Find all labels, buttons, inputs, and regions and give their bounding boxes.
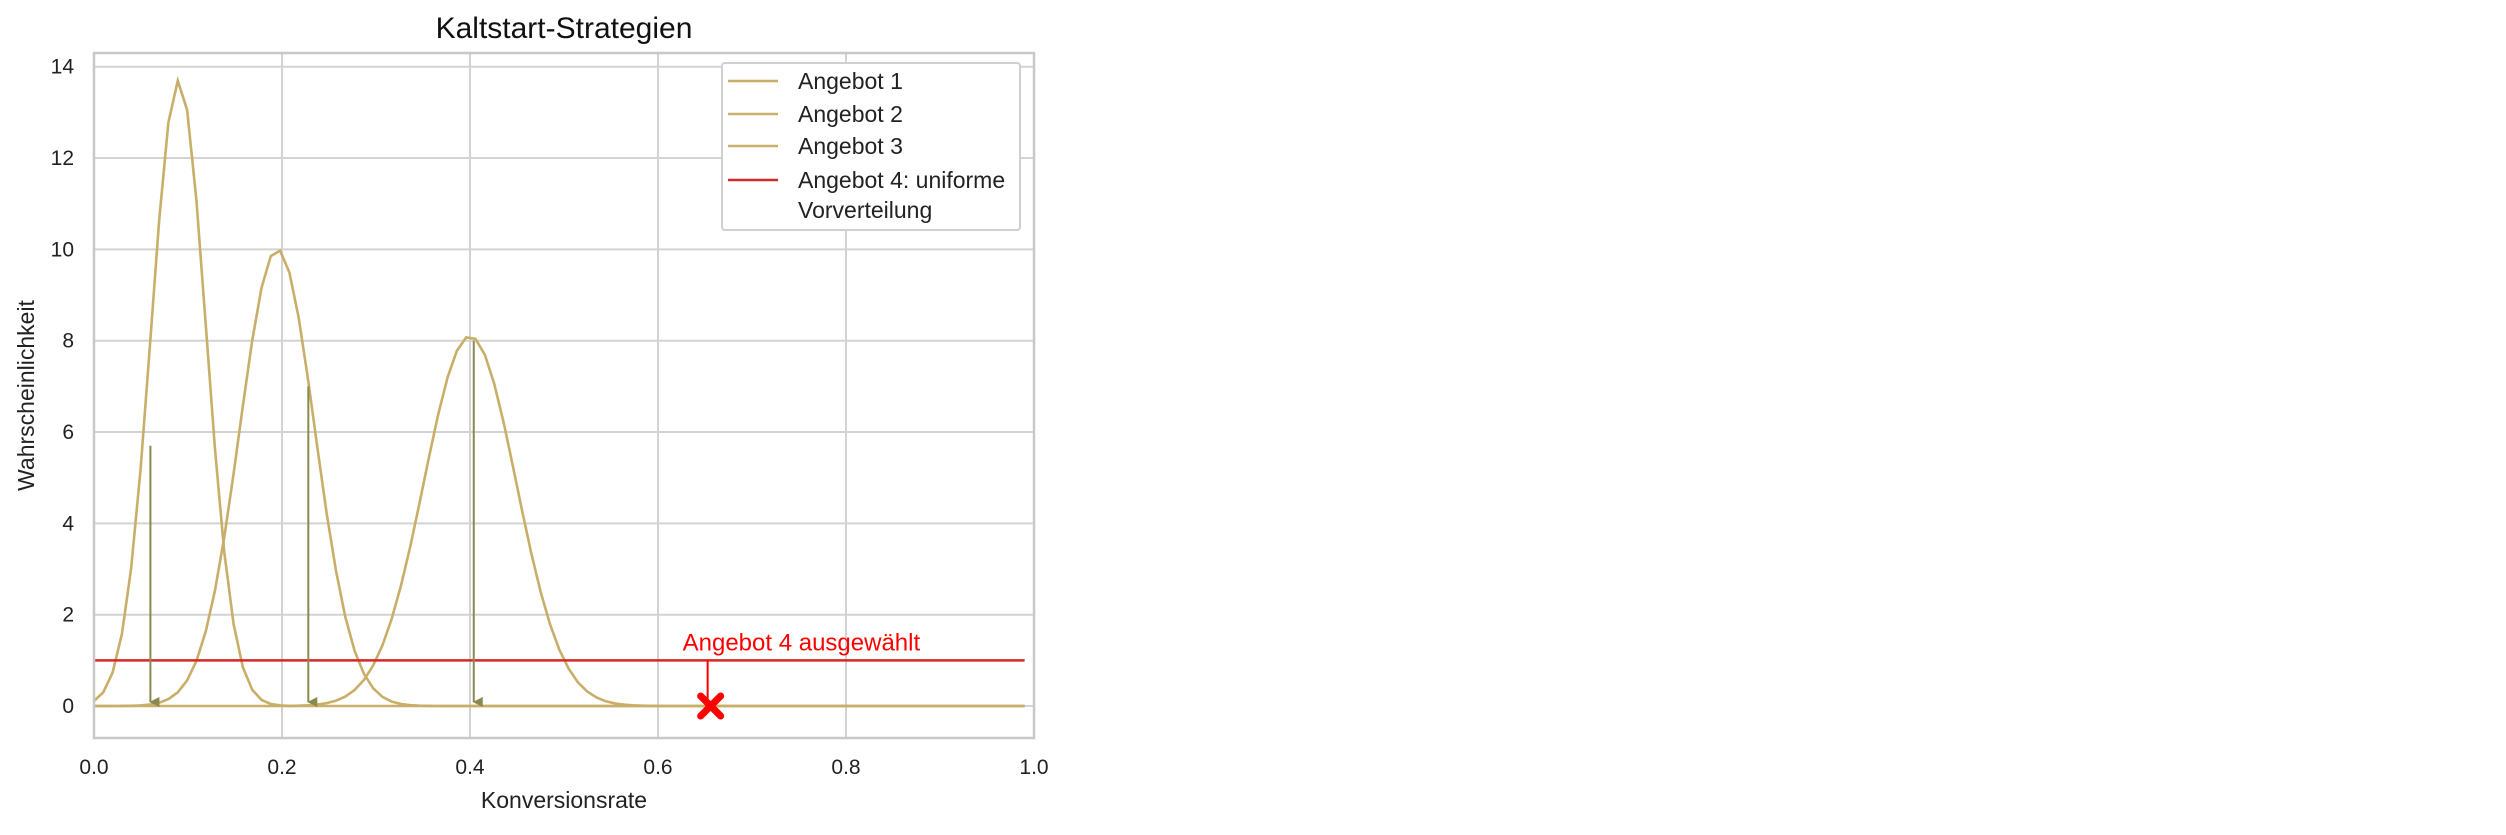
legend-label-line: Angebot 1 — [798, 68, 903, 94]
x-tick-label: 1.0 — [1019, 756, 1048, 779]
legend-label-line: Angebot 2 — [798, 101, 903, 127]
legend-label: Angebot 3 — [798, 133, 903, 159]
y-tick-label: 10 — [51, 238, 74, 261]
legend-box — [721, 62, 1021, 231]
y-axis-label: Wahrscheinlichkeit — [13, 299, 39, 490]
y-tick-label: 14 — [51, 56, 75, 79]
selected-label: Angebot 4 ausgewählt — [683, 629, 921, 656]
legend-label: Angebot 1 — [798, 68, 903, 94]
legend-label-line: Angebot 3 — [798, 133, 903, 159]
x-axis-label: Konversionsrate — [481, 787, 647, 813]
series-line-3 — [94, 335, 1025, 708]
x-tick-label: 0.8 — [831, 756, 860, 779]
x-tick-label: 0.6 — [643, 756, 672, 779]
y-tick-label: 4 — [62, 512, 74, 535]
chart-title: Kaltstart-Strategien — [436, 12, 693, 45]
y-tick-label: 2 — [62, 604, 74, 627]
plot-frame — [92, 51, 1036, 740]
x-tick-label: 0.4 — [455, 756, 485, 779]
y-tick-label: 12 — [51, 147, 74, 170]
x-tick-label: 0.0 — [79, 756, 108, 779]
legend-label: Angebot 2 — [798, 101, 903, 127]
legend-label: Angebot 4: uniforme Vorverteilung — [798, 167, 1005, 223]
legend-label-line: Vorverteilung — [798, 197, 932, 223]
selected-marker-x — [697, 692, 725, 720]
y-tick-label: 8 — [62, 330, 74, 353]
y-tick-label: 0 — [62, 695, 74, 718]
legend-label-line: Angebot 4: uniforme — [798, 167, 1005, 193]
y-tick-label: 6 — [62, 421, 74, 444]
x-tick-label: 0.2 — [267, 756, 296, 779]
